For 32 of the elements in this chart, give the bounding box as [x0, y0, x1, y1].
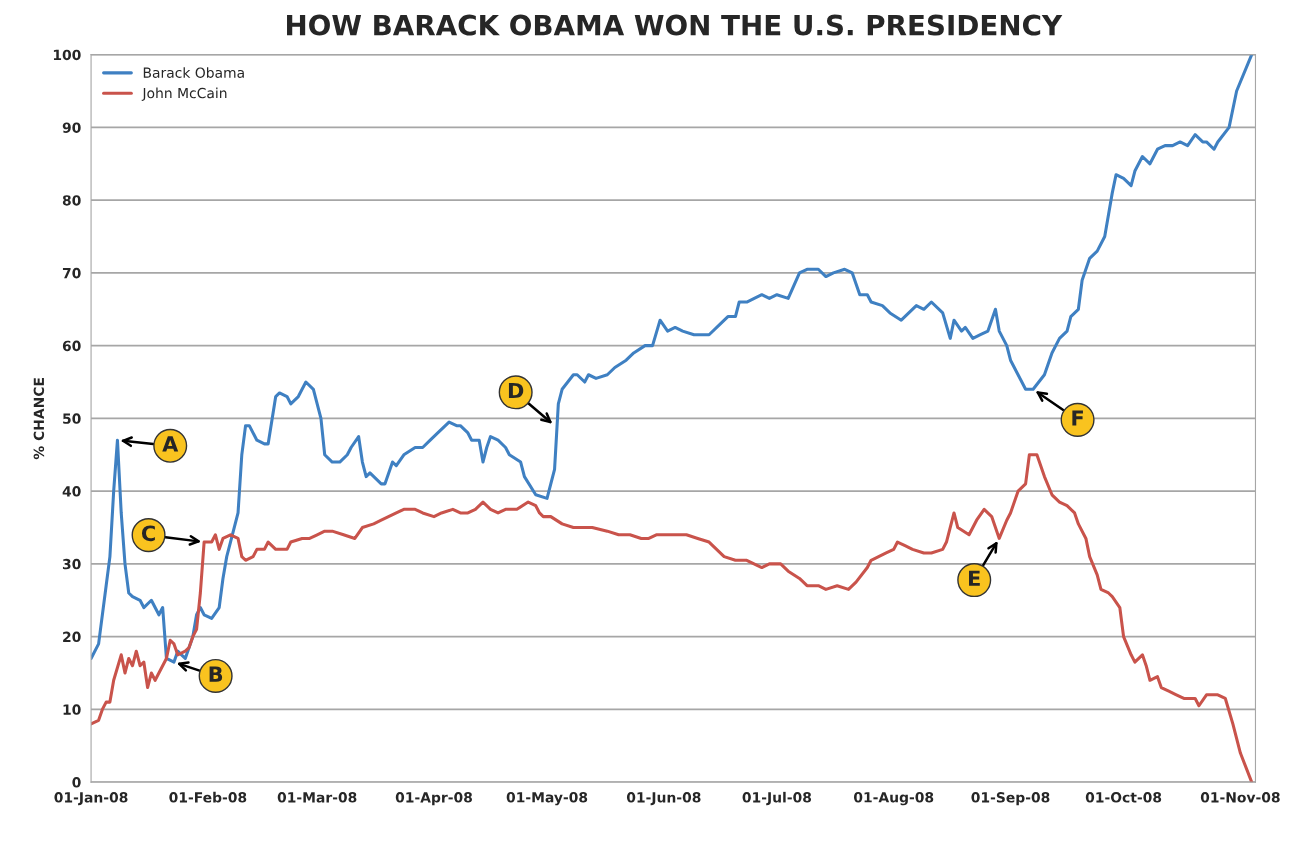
x-tick-label: 01-Aug-08 — [854, 791, 934, 806]
annotation: F — [1072, 410, 1083, 426]
x-tick-label: 01-Jul-08 — [742, 791, 812, 806]
legend-label: Barack Obama — [143, 67, 244, 78]
y-axis-title: % CHANCE — [33, 378, 45, 460]
x-tick-label: 01-Oct-08 — [1085, 792, 1162, 803]
y-tick-label: 0 — [72, 777, 81, 788]
y-tick-label: 50 — [63, 413, 81, 424]
annotation: A — [162, 436, 179, 452]
y-tick-label: 20 — [63, 631, 81, 643]
y-tick-label: 30 — [62, 558, 81, 570]
y-tick-label: 80 — [62, 195, 81, 206]
x-tick-label: 01-Jun-08 — [626, 792, 701, 806]
annotation: D — [508, 382, 524, 399]
x-tick-label: 01-Jan-08 — [54, 792, 128, 806]
y-tick-label: 70 — [62, 267, 81, 279]
annotation: C — [141, 525, 155, 542]
y-tick-label: 60 — [62, 340, 81, 352]
y-tick-label: 10 — [63, 704, 81, 715]
y-tick-label: 40 — [62, 486, 81, 497]
annotation: E — [969, 570, 980, 586]
y-tick-label: 100 — [53, 49, 81, 61]
x-tick-label: 01-Mar-08 — [277, 792, 357, 803]
x-tick-label: 01-May-08 — [506, 791, 588, 806]
legend-label: John McCain — [141, 87, 227, 101]
x-tick-label: 01-Nov-08 — [1200, 792, 1280, 803]
x-tick-label: 01-Apr-08 — [395, 792, 472, 806]
y-tick-label: 90 — [62, 122, 81, 133]
annotation: B — [209, 666, 223, 682]
x-tick-label: 01-Sep-08 — [971, 792, 1050, 806]
x-tick-label: 01-Feb-08 — [169, 791, 247, 803]
chart-title: HOW BARACK OBAMA WON THE U.S. PRESIDENCY — [287, 14, 1063, 36]
